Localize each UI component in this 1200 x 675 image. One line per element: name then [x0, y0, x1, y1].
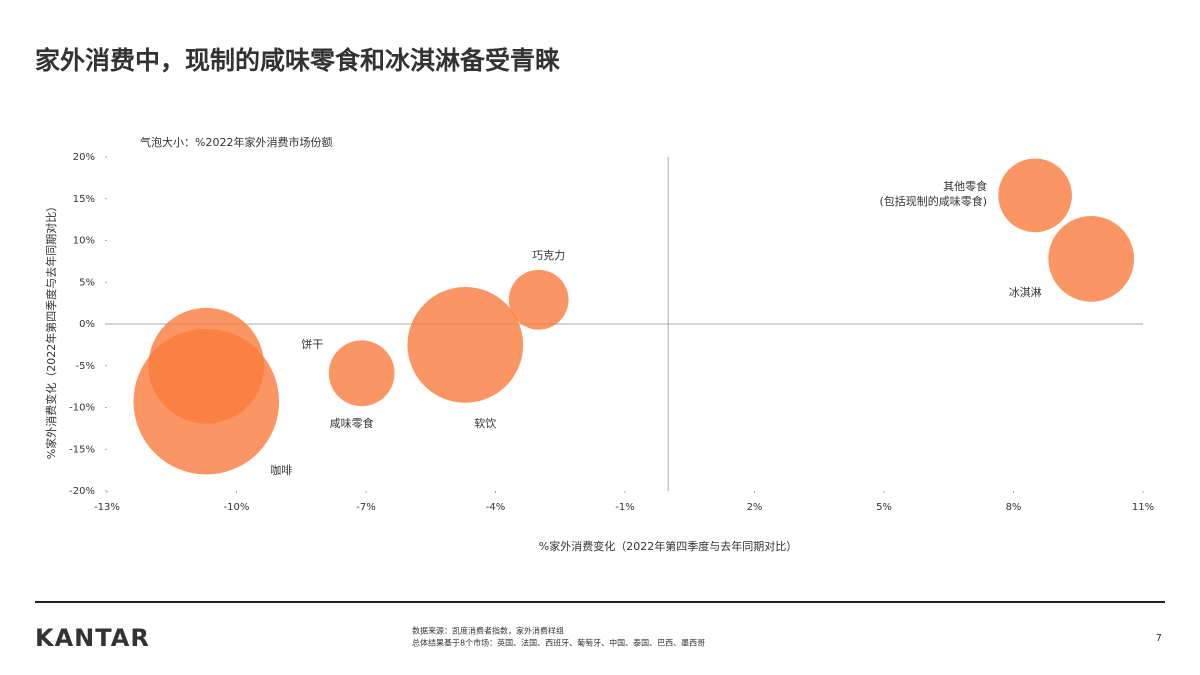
bubble	[133, 328, 280, 475]
y-tick-label: 0%	[79, 319, 95, 330]
y-tick-label: 10%	[73, 236, 95, 247]
slide-title: 家外消费中，现制的咸味零食和冰淇淋备受青睐	[35, 46, 560, 75]
bubble	[328, 340, 395, 407]
bubble-label: 咸味零食	[329, 417, 374, 431]
y-tick-label: -20%	[69, 486, 95, 497]
bubble-label: 软饮	[474, 416, 497, 430]
bubble	[508, 269, 569, 330]
y-tick-label: -10%	[69, 403, 95, 414]
bubble-label: 其他零食 (包括现制的咸味零食)	[879, 180, 988, 209]
size-note: 气泡大小：%2022年家外消费市场份额	[140, 135, 332, 149]
y-axis-title: %家外消费变化（2022年第四季度与去年同期对比）	[44, 201, 58, 459]
source-line: 数据来源：凯度消费者指数，家外消费样组	[412, 626, 564, 636]
y-tick-label: -15%	[69, 444, 95, 455]
x-axis-title: %家外消费变化（2022年第四季度与去年同期对比）	[539, 539, 797, 553]
logo: KANTAR	[35, 624, 150, 652]
y-tick-label: 15%	[73, 194, 95, 205]
x-tick-label: -7%	[356, 502, 375, 513]
y-tick-label: -5%	[76, 361, 95, 372]
x-tick-label: -4%	[486, 502, 505, 513]
bubble-label: 巧克力	[532, 248, 566, 262]
bubble	[998, 158, 1072, 233]
y-tick-label: 5%	[79, 277, 95, 288]
x-tick-label: 8%	[1006, 502, 1022, 513]
page-number: 7	[1156, 633, 1162, 644]
x-tick-label: 5%	[876, 502, 892, 513]
bubble-label: 咖啡	[270, 463, 293, 477]
x-tick-label: -1%	[615, 502, 634, 513]
x-tick-label: 2%	[747, 502, 763, 513]
x-tick-label: 11%	[1132, 502, 1154, 513]
bubble	[1048, 216, 1135, 302]
bubble-label: 冰淇淋	[1008, 285, 1042, 299]
bubble	[407, 287, 524, 403]
x-tick-label: -13%	[94, 502, 120, 513]
bubble-label: 饼干	[301, 337, 324, 351]
source-line: 总体结果基于8个市场：英国、法国、西班牙、葡萄牙、中国、泰国、巴西、墨西哥	[412, 638, 705, 648]
x-tick-label: -10%	[224, 502, 250, 513]
y-tick-label: 20%	[73, 152, 95, 163]
